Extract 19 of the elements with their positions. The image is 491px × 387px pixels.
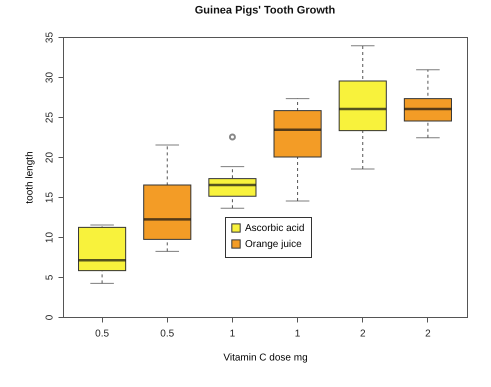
x-axis-title: Vitamin C dose mg xyxy=(223,352,308,364)
y-tick-label: 35 xyxy=(44,32,56,44)
y-tick-label: 5 xyxy=(44,274,56,280)
y-tick-label: 0 xyxy=(44,314,56,320)
legend-label: Ascorbic acid xyxy=(245,223,304,234)
y-tick-label: 10 xyxy=(44,232,56,244)
y-tick-label: 15 xyxy=(44,192,56,204)
y-axis-title: tooth length xyxy=(24,151,36,204)
x-tick-label: 1 xyxy=(294,328,301,340)
y-tick-label: 25 xyxy=(44,112,56,124)
y-tick-label: 30 xyxy=(44,72,56,84)
x-tick-label: 2 xyxy=(360,328,366,340)
x-tick-label: 1 xyxy=(230,328,236,340)
y-tick-label: 20 xyxy=(44,152,56,164)
legend-label: Orange juice xyxy=(245,239,302,250)
chart-title: Guinea Pigs' Tooth Growth xyxy=(194,4,336,16)
x-tick-label: 2 xyxy=(425,328,432,340)
x-tick-label: 0.5 xyxy=(160,328,175,340)
x-tick-label: 0.5 xyxy=(95,328,110,340)
